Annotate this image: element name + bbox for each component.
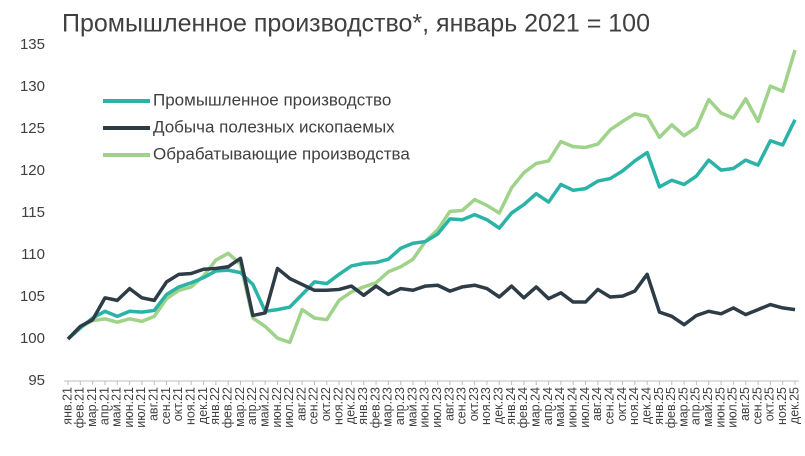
x-tick-label: фев.25 bbox=[664, 387, 678, 428]
x-tick-label: янв.22 bbox=[208, 387, 222, 425]
x-tick-label: янв.21 bbox=[60, 387, 74, 425]
series-line bbox=[66, 118, 797, 341]
x-tick-label: мар.24 bbox=[529, 387, 543, 427]
x-tick-label: авг.23 bbox=[442, 387, 456, 421]
x-tick-label: июн.24 bbox=[566, 387, 580, 428]
x-tick-label: мар.22 bbox=[233, 387, 247, 427]
x-tick-label: май.23 bbox=[405, 387, 419, 427]
x-tick-label: сен.22 bbox=[307, 387, 321, 425]
x-tick-label: окт.25 bbox=[763, 387, 777, 421]
y-tick-label: 105 bbox=[20, 288, 45, 305]
x-tick-label: ноя.22 bbox=[331, 387, 345, 425]
x-tick-label: апр.24 bbox=[541, 387, 555, 425]
series-line bbox=[66, 49, 797, 345]
x-tick-label: фев.21 bbox=[73, 387, 87, 428]
x-tick-label: янв.25 bbox=[652, 387, 666, 425]
x-tick-label: май.21 bbox=[110, 387, 124, 427]
x-tick-label: июн.25 bbox=[713, 387, 727, 428]
x-tick-label: дек.24 bbox=[639, 387, 653, 424]
x-tick-label: апр.21 bbox=[97, 387, 111, 425]
x-tick-label: апр.22 bbox=[245, 387, 259, 425]
x-tick-label: ноя.25 bbox=[775, 387, 789, 425]
x-tick-label: окт.24 bbox=[615, 387, 629, 421]
x-tick-label: май.22 bbox=[257, 387, 271, 427]
legend-label: Обрабатывающие производства bbox=[153, 144, 410, 163]
x-tick-label: июн.21 bbox=[122, 387, 136, 428]
series-line bbox=[66, 256, 796, 341]
x-tick-label: дек.21 bbox=[196, 387, 210, 424]
x-tick-label: ноя.24 bbox=[627, 387, 641, 425]
x-tick-label: янв.24 bbox=[504, 387, 518, 425]
x-tick-label: окт.21 bbox=[171, 387, 185, 421]
y-tick-label: 100 bbox=[20, 330, 45, 347]
x-tick-label: янв.23 bbox=[356, 387, 370, 425]
x-tick-label: июл.25 bbox=[726, 387, 740, 428]
x-tick-label: сен.21 bbox=[159, 387, 173, 425]
y-tick-label: 135 bbox=[20, 36, 45, 53]
x-tick-label: апр.25 bbox=[689, 387, 703, 425]
x-tick-label: мар.25 bbox=[676, 387, 690, 427]
x-tick-label: мар.23 bbox=[381, 387, 395, 427]
x-tick-label: ноя.23 bbox=[479, 387, 493, 425]
x-tick-label: окт.23 bbox=[467, 387, 481, 421]
legend-label: Промышленное производство bbox=[153, 90, 391, 109]
x-tick-label: авг.25 bbox=[738, 387, 752, 421]
x-tick-label: сен.24 bbox=[602, 387, 616, 425]
x-tick-label: дек.22 bbox=[344, 387, 358, 424]
y-tick-label: 120 bbox=[20, 162, 45, 179]
x-tick-label: авг.24 bbox=[590, 387, 604, 421]
x-tick-label: май.25 bbox=[701, 387, 715, 427]
x-tick-label: окт.22 bbox=[319, 387, 333, 421]
x-tick-label: дек.25 bbox=[787, 387, 801, 424]
x-tick-label: фев.22 bbox=[220, 387, 234, 428]
x-tick-label: июл.22 bbox=[282, 387, 296, 428]
x-tick-label: ноя.21 bbox=[184, 387, 198, 425]
x-tick-label: июн.23 bbox=[418, 387, 432, 428]
x-tick-label: июл.21 bbox=[134, 387, 148, 428]
x-tick-label: фев.24 bbox=[516, 387, 530, 428]
x-tick-label: авг.22 bbox=[294, 387, 308, 421]
legend-label: Добыча полезных ископаемых bbox=[153, 117, 395, 136]
y-tick-label: 115 bbox=[21, 204, 45, 221]
x-tick-label: июн.22 bbox=[270, 387, 284, 428]
x-tick-label: сен.25 bbox=[750, 387, 764, 425]
x-tick-label: май.24 bbox=[553, 387, 567, 427]
x-tick-label: фев.23 bbox=[368, 387, 382, 428]
x-tick-label: сен.23 bbox=[455, 387, 469, 425]
x-tick-label: мар.21 bbox=[85, 387, 99, 427]
x-tick-label: июл.23 bbox=[430, 387, 444, 428]
x-tick-label: авг.21 bbox=[147, 387, 161, 421]
x-tick-label: апр.23 bbox=[393, 387, 407, 425]
y-tick-label: 130 bbox=[20, 78, 45, 95]
y-tick-label: 95 bbox=[28, 372, 45, 389]
y-tick-label: 110 bbox=[21, 246, 45, 263]
x-tick-label: июл.24 bbox=[578, 387, 592, 428]
x-tick-label: дек.23 bbox=[492, 387, 506, 424]
chart-title: Промышленное производство*, январь 2021 … bbox=[62, 10, 650, 38]
y-tick-label: 125 bbox=[20, 120, 45, 137]
